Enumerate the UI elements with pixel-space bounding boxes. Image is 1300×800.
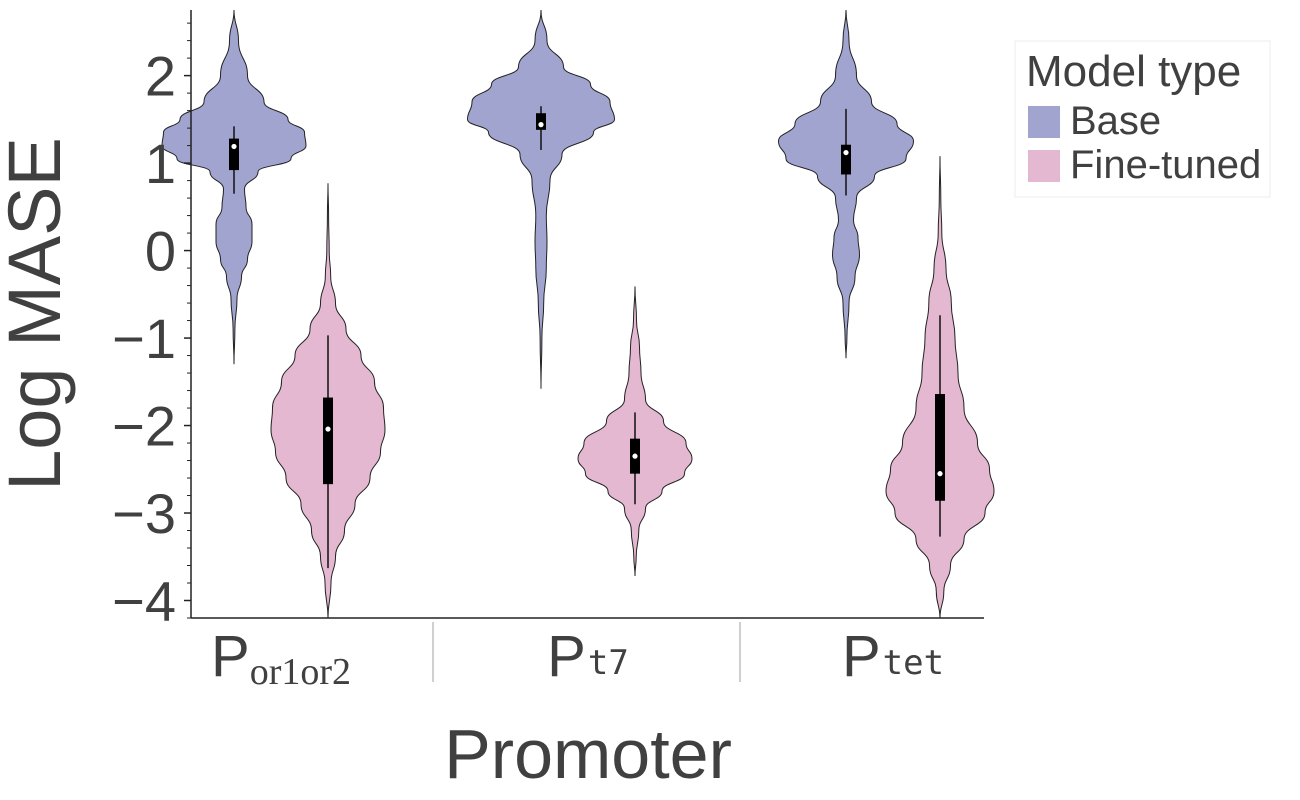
y-ticks-layer: 2 1 0 −1 −2 −3 −4 — [112, 22, 191, 633]
violin-iqr-box-fine-tuned — [323, 397, 333, 485]
violin-median-fine-tuned — [937, 471, 943, 477]
legend-swatch-base — [1028, 106, 1060, 138]
x-tick-label-or1or2: Por1or2 — [211, 624, 351, 693]
violin-median-fine-tuned — [325, 426, 331, 432]
x-tick-label-tet: Ptet — [842, 624, 944, 689]
violin-iqr-box-base — [841, 144, 851, 175]
violin-iqr-box-base — [229, 138, 239, 171]
violin-median-base — [538, 122, 544, 128]
violin-median-base — [843, 149, 849, 156]
y-axis-title: Log MASE — [0, 137, 76, 491]
x-axis-title: Promoter — [444, 715, 732, 793]
y-tick-label: 2 — [145, 45, 176, 108]
violin-median-base — [231, 143, 237, 150]
legend-title: Model type — [1026, 47, 1241, 96]
violins-layer — [161, 9, 995, 619]
violin-base — [466, 9, 616, 390]
violin-median-fine-tuned — [632, 453, 638, 459]
y-tick-label: 0 — [145, 220, 176, 283]
legend-label-base: Base — [1070, 99, 1161, 143]
y-tick-label: −2 — [112, 395, 176, 458]
y-tick-label: 1 — [145, 132, 176, 195]
x-tick-label-t7: Pt7 — [547, 624, 629, 689]
legend-swatch-fine-tuned — [1028, 150, 1060, 182]
y-tick-label: −4 — [112, 570, 176, 633]
y-tick-label: −3 — [112, 482, 176, 545]
violin-iqr-box-fine-tuned — [935, 394, 945, 501]
violin-iqr-box-base — [536, 113, 546, 130]
legend: Model type Base Fine-tuned — [1014, 40, 1271, 198]
y-tick-label: −1 — [112, 307, 176, 370]
legend-label-fine-tuned: Fine-tuned — [1070, 143, 1261, 187]
